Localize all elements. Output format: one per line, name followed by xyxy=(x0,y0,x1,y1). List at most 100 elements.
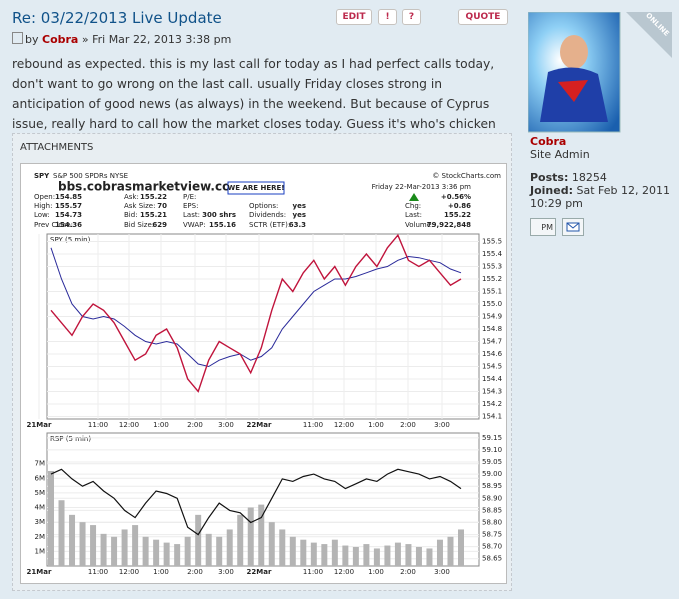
info-button[interactable]: ? xyxy=(402,9,421,25)
y-tick-label: 58.95 xyxy=(482,482,502,490)
x-tick-label: 21Mar xyxy=(27,568,52,576)
quote-value: 155.57 xyxy=(55,202,82,210)
price-line xyxy=(50,233,462,393)
x-tick-label: 12:00 xyxy=(119,421,139,429)
volume-bar xyxy=(268,522,275,566)
quote-label: Dividends: xyxy=(249,211,286,219)
y-tick-label: 59.10 xyxy=(482,446,502,454)
y-tick-label: 58.85 xyxy=(482,506,502,514)
quote-label: Last: xyxy=(405,211,422,219)
volume-bar xyxy=(100,533,107,566)
quote-value: 63.3 xyxy=(289,221,306,229)
quote-label: Options: xyxy=(249,202,278,210)
volume-bar xyxy=(58,500,65,566)
author[interactable]: Cobra xyxy=(42,33,79,46)
attachments-label: ATTACHMENTS xyxy=(20,142,94,153)
x-tick-label: 1:00 xyxy=(368,568,384,576)
y-tick-label: 155.4 xyxy=(482,250,503,258)
quote-value: 155.22 xyxy=(140,193,167,201)
profile-joined: Joined: Sat Feb 12, 2011 10:29 pm xyxy=(530,184,670,210)
y-tick-label: 58.80 xyxy=(482,518,502,526)
joined-label: Joined: xyxy=(530,184,573,197)
email-button[interactable] xyxy=(562,218,584,236)
up-arrow xyxy=(409,193,419,201)
volume-bar xyxy=(258,504,265,566)
post-icon xyxy=(12,32,23,44)
x-tick-label: 21Mar xyxy=(27,421,52,429)
y-tick-label: 2M xyxy=(35,533,46,541)
volume-bar xyxy=(352,547,359,566)
y-tick-label: 155.3 xyxy=(482,263,502,271)
byline-prefix: by xyxy=(25,33,39,46)
volume-bar xyxy=(174,544,181,566)
volume-bar xyxy=(132,525,139,566)
volume-bar xyxy=(111,536,118,566)
volume-bar xyxy=(426,548,433,566)
email-icon[interactable] xyxy=(563,219,583,235)
price-panel xyxy=(46,233,480,420)
report-button[interactable]: ! xyxy=(378,9,397,25)
y-tick-label: 154.3 xyxy=(482,388,502,396)
y-tick-label: 155.5 xyxy=(482,238,502,246)
y-tick-label: 58.70 xyxy=(482,543,502,551)
quote-label: Bid Size: xyxy=(124,221,154,229)
volume-bar xyxy=(247,507,254,566)
volume-bar xyxy=(226,529,233,566)
y-tick-label: 154.6 xyxy=(482,350,503,358)
x-tick-label: 2:00 xyxy=(187,568,203,576)
profile-name[interactable]: Cobra xyxy=(530,135,567,148)
byline: by Cobra » Fri Mar 22, 2013 3:38 pm xyxy=(12,32,231,46)
volume-bar xyxy=(195,514,202,566)
y-tick-label: 4M xyxy=(35,504,46,512)
joined-date: Sat Feb 12, 2011 10:29 pm xyxy=(530,184,670,210)
volume-bar xyxy=(216,536,223,566)
y-tick-label: 154.9 xyxy=(482,313,502,321)
volume-bar xyxy=(321,544,328,566)
quote-value: 629 xyxy=(152,221,167,229)
pm-label[interactable]: PM xyxy=(541,223,553,232)
volume-bar xyxy=(331,539,338,566)
volume-bar xyxy=(121,529,128,566)
post-title[interactable]: Re: 03/22/2013 Live Update xyxy=(12,9,222,27)
volume-bar xyxy=(310,542,317,566)
quote-label: Bid: xyxy=(124,211,138,219)
volume-bar xyxy=(447,536,454,566)
volume-bar xyxy=(184,536,191,566)
volume-bar xyxy=(300,539,307,566)
avatar-face xyxy=(560,35,588,69)
quote-label: High: xyxy=(34,202,52,210)
quote-button[interactable]: QUOTE xyxy=(458,9,508,25)
quote-value: 155.21 xyxy=(140,211,167,219)
y-tick-label: 154.8 xyxy=(482,325,502,333)
y-tick-label: 1M xyxy=(35,547,46,555)
y-tick-label: 154.2 xyxy=(482,400,502,408)
volume-bar xyxy=(342,545,349,566)
y-tick-label: 155.1 xyxy=(482,288,502,296)
volume-bar xyxy=(79,522,86,566)
pm-button[interactable]: PM xyxy=(530,218,556,236)
badge-box xyxy=(227,181,285,195)
quote-label: Ask Size: xyxy=(124,202,155,210)
volume-bar xyxy=(205,533,212,566)
y-tick-label: 58.65 xyxy=(482,555,502,563)
posts-label: Posts: xyxy=(530,171,569,184)
quote-value: 154.36 xyxy=(55,221,82,229)
source: © StockCharts.com xyxy=(432,172,501,180)
edit-button[interactable]: EDIT xyxy=(336,9,372,25)
y-tick-label: 154.7 xyxy=(482,338,502,346)
y-tick-label: 59.00 xyxy=(482,470,502,478)
x-tick-label: 12:00 xyxy=(334,568,354,576)
x-tick-label: 2:00 xyxy=(187,421,203,429)
y-tick-label: 58.75 xyxy=(482,531,502,539)
rsp-line xyxy=(50,468,462,536)
quote-label: SCTR (ETF): xyxy=(249,221,290,229)
watermark: bbs.cobrasmarketview.com xyxy=(58,180,243,194)
panel-label: SPY (5 min) xyxy=(50,236,91,244)
y-tick-label: 59.15 xyxy=(482,434,502,442)
quote-value: yes xyxy=(293,202,306,210)
x-tick-label: 12:00 xyxy=(119,568,139,576)
quote-label: EPS: xyxy=(183,202,198,210)
volume-bar xyxy=(90,525,97,566)
volume-bar xyxy=(415,547,422,566)
